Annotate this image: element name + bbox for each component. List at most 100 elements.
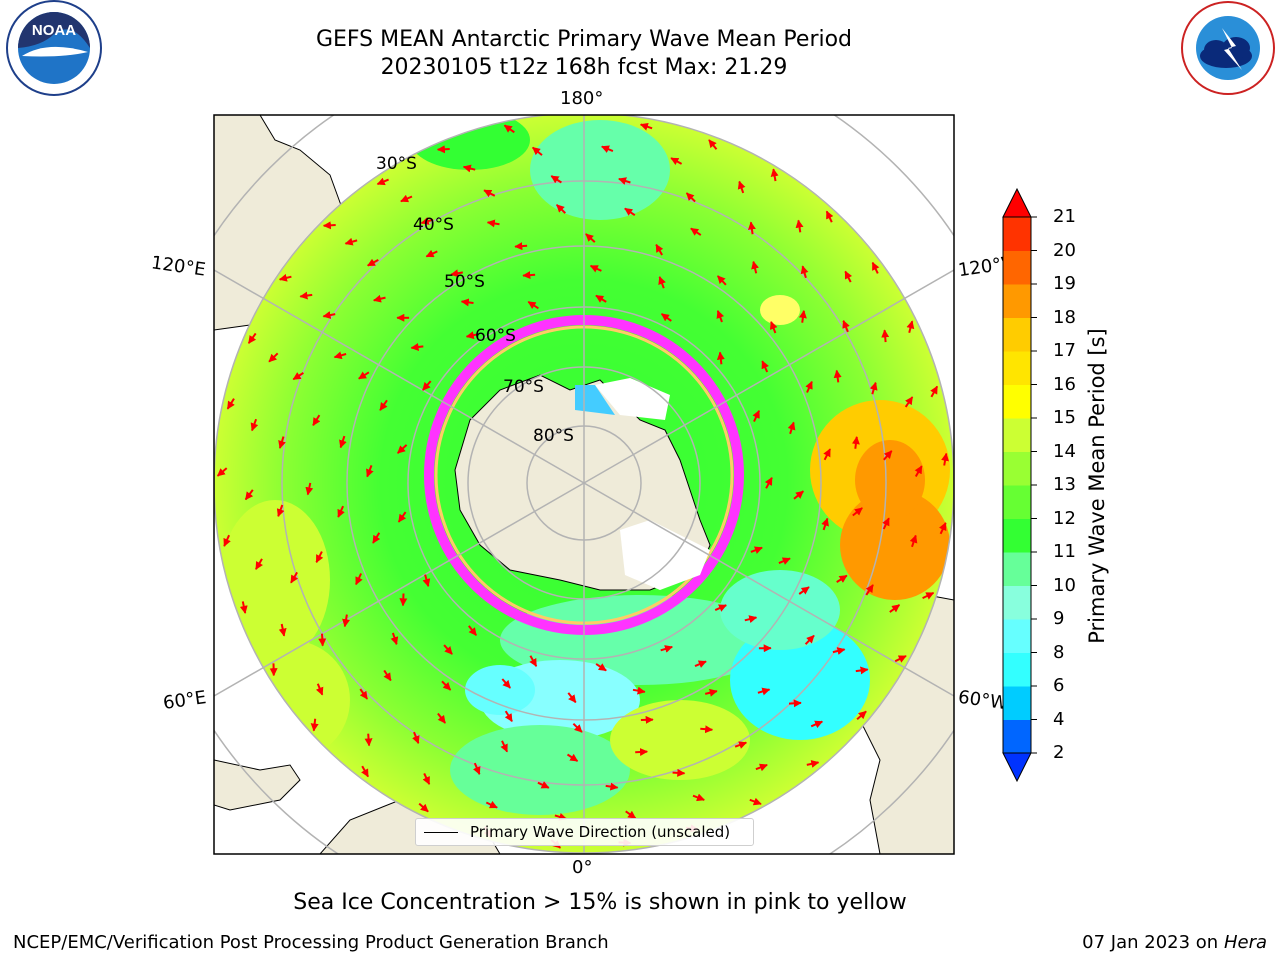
wave-arrow [450, 269, 463, 278]
wave-arrow [749, 797, 762, 806]
wave-arrow [485, 800, 498, 809]
wave-arrow [692, 793, 705, 802]
colorbar-tick-label: 10 [1053, 574, 1076, 596]
colorbar-segment [1003, 652, 1031, 687]
colorbar-segment [1003, 384, 1031, 419]
wave-arrow [216, 467, 228, 477]
wave-arrow [770, 168, 779, 182]
colorbar-segment [1003, 351, 1031, 385]
colorbar-tick-label: 16 [1053, 373, 1076, 395]
wave-arrow [299, 291, 313, 300]
wave-arrow [852, 507, 863, 517]
colorbar-tick-label: 9 [1053, 608, 1065, 629]
wave-arrow [312, 414, 321, 426]
wave-arrow [708, 139, 718, 150]
wave-arrow [694, 660, 707, 668]
colorbar-tick-label: 19 [1053, 273, 1076, 294]
wave-arrow [704, 688, 718, 697]
wave-arrow [278, 436, 286, 449]
wave-arrow [821, 517, 829, 531]
footer-host: Hera [1223, 932, 1267, 953]
wave-arrow [810, 720, 824, 729]
wave-arrow [420, 217, 434, 225]
wave-arrow [359, 688, 369, 700]
wave-arrow [750, 546, 763, 554]
wave-arrow [244, 489, 254, 501]
wave-arrow [315, 683, 324, 696]
wave-arrow [397, 444, 408, 454]
wave-arrow [851, 436, 860, 449]
colorbar-tick-label: 20 [1053, 239, 1076, 261]
wave-arrow [566, 753, 579, 762]
wave-arrow [800, 265, 809, 279]
colorbar-extend-min [1002, 752, 1032, 783]
wave-arrow [595, 663, 607, 672]
wave-arrow [436, 145, 450, 154]
colorbar-extend-max [1002, 187, 1032, 218]
wave-arrow [410, 343, 424, 351]
wave-arrow [939, 522, 947, 535]
wave-arrow [305, 482, 314, 496]
wave-arrow [501, 678, 511, 689]
wave-arrow [422, 772, 431, 785]
colorbar-segment [1003, 250, 1031, 285]
wave-arrow [832, 647, 846, 655]
wave-arrow [322, 311, 336, 319]
wave-arrow [278, 623, 287, 637]
colorbar-tick-label: 14 [1053, 440, 1076, 462]
lat-label-60s: 60°S [475, 326, 516, 346]
wave-arrow [930, 385, 939, 398]
wave-arrow [342, 614, 350, 628]
wave-arrow [483, 189, 496, 198]
wave-arrow [798, 310, 807, 323]
colorbar-tick-label: 4 [1053, 708, 1065, 730]
wave-arrow [889, 604, 901, 613]
wave-arrow [605, 782, 619, 791]
wave-arrow [869, 381, 878, 395]
legend-line-swatch [424, 831, 458, 833]
wave-arrow [871, 261, 880, 274]
wave-arrow [322, 221, 336, 230]
colorbar-tick-label: 18 [1053, 306, 1076, 328]
colorbar [1002, 187, 1037, 783]
wave-arrow [787, 421, 796, 435]
footer-date: 07 Jan 2023 on [1082, 932, 1224, 953]
map-legend: Primary Wave Direction (unscaled) [415, 818, 754, 846]
wave-arrow [716, 310, 725, 323]
lon-label-180: 180° [560, 88, 604, 109]
lon-label-0: 0° [572, 857, 593, 878]
lat-label-50s: 50°S [444, 272, 485, 292]
wave-arrow [856, 710, 867, 721]
wave-arrow [585, 233, 596, 243]
lat-label-40s: 40°S [413, 215, 454, 235]
wave-arrow [339, 435, 347, 449]
wave-arrow [514, 242, 528, 251]
nws-logo [1181, 1, 1275, 95]
wave-arrow [624, 207, 636, 217]
lat-label-70s: 70°S [503, 377, 544, 397]
wave-arrow [268, 352, 279, 363]
chart-subtitle: 20230105 t12z 168h fcst Max: 21.29 [380, 55, 788, 80]
wave-arrow [793, 490, 804, 500]
wave-arrow [358, 371, 370, 380]
wave-arrow [805, 380, 813, 393]
wave-arrow [572, 722, 583, 733]
wave-arrow [412, 731, 420, 745]
wave-arrow [468, 625, 477, 636]
colorbar-segment [1003, 686, 1031, 720]
wave-arrow [486, 219, 500, 228]
wave-arrow [734, 741, 748, 749]
wave-arrow [806, 759, 820, 768]
wave-arrow [239, 601, 248, 614]
wave-arrow [922, 591, 935, 600]
wave-arrow [500, 740, 509, 753]
wave-arrow [764, 476, 773, 489]
wave-arrow [250, 418, 259, 432]
wave-arrow [685, 192, 696, 203]
wave-arrow [397, 511, 407, 523]
colorbar-segment [1003, 284, 1031, 318]
wave-arrow [441, 680, 452, 691]
wave-arrow [537, 781, 550, 789]
wave-arrow [914, 465, 923, 477]
wave-arrow [589, 264, 602, 273]
